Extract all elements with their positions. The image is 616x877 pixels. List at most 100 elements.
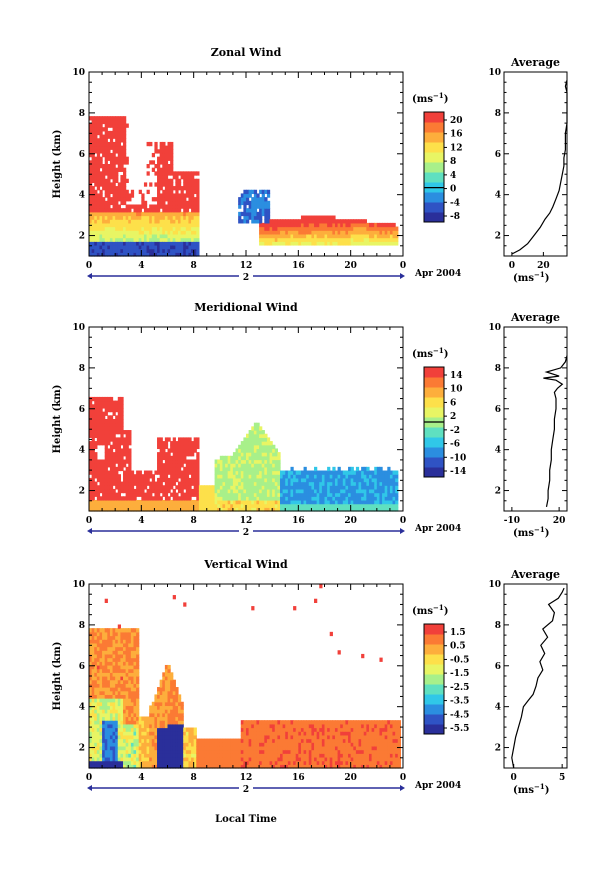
heatmap-cell <box>275 448 278 452</box>
heatmap-cell <box>395 493 398 497</box>
heatmap-cell <box>136 639 139 643</box>
heatmap-cell <box>196 467 199 471</box>
heatmap-cell <box>165 493 168 497</box>
x-tick-label: 0 <box>400 261 406 271</box>
colorbar-swatch <box>424 212 444 223</box>
heatmap-cell <box>126 190 129 194</box>
heatmap-cell <box>136 647 139 651</box>
heatmap-cell <box>136 650 139 654</box>
heatmap-cell <box>395 471 398 475</box>
heatmap-cell <box>147 164 150 168</box>
profile-x-tick-label: 0 <box>509 261 515 271</box>
heatmap-cell <box>270 441 273 445</box>
heatmap-cell <box>99 193 102 197</box>
heatmap-cell <box>395 489 398 493</box>
heatmap-cell <box>191 193 194 197</box>
heatmap-cell <box>196 171 199 175</box>
heatmap-cell <box>147 190 150 194</box>
heatmap-cell <box>136 665 139 669</box>
heatmap-cell <box>181 724 184 728</box>
heatmap-cell <box>128 430 131 434</box>
heatmap-cell <box>175 493 178 497</box>
meridional-profile-unit: (ms−1) <box>513 525 549 539</box>
heatmap-cell <box>246 219 249 223</box>
heatmap-cell <box>120 426 123 430</box>
heatmap-cell <box>181 713 184 717</box>
heatmap-cell <box>118 478 121 482</box>
y-tick-label: 4 <box>79 446 85 456</box>
heatmap-cell <box>188 485 191 489</box>
date-label: Apr 2004 <box>414 524 461 534</box>
date-label: Apr 2004 <box>414 269 461 279</box>
zonal-ylabel: Height (km) <box>52 130 63 199</box>
heatmap-cell <box>131 485 134 489</box>
heatmap-cell <box>136 694 139 698</box>
heatmap-cell <box>107 149 110 153</box>
heatmap-cell <box>277 452 280 456</box>
y-tick-label: 4 <box>79 191 85 201</box>
x-tick-label: 12 <box>240 516 253 526</box>
heatmap-cell <box>110 138 113 142</box>
heatmap-cell <box>170 160 173 164</box>
heatmap-cell <box>259 426 262 430</box>
heatmap-cell <box>178 698 181 702</box>
heatmap-cell <box>123 127 126 131</box>
heatmap-cell <box>115 179 118 183</box>
heatmap-cell <box>139 471 142 475</box>
heatmap-cell <box>128 467 131 471</box>
heatmap-cell <box>277 467 280 471</box>
heatmap-cell <box>126 160 129 164</box>
heatmap-cell <box>123 116 126 120</box>
heatmap-cell <box>136 691 139 695</box>
heatmap-cell <box>181 190 184 194</box>
heatmap-cell <box>123 131 126 135</box>
heatmap-cell <box>126 179 129 183</box>
heatmap-cell <box>196 234 199 238</box>
zonal-profile-unit: (ms−1) <box>513 270 549 284</box>
y-tick-label: 2 <box>79 232 85 242</box>
x-tick-label: 8 <box>191 261 197 271</box>
heatmap-cell <box>267 204 270 208</box>
heatmap-cell <box>136 702 139 706</box>
heatmap-cell <box>99 131 102 135</box>
heatmap-cell <box>128 456 131 460</box>
colorbar-swatch <box>424 132 444 143</box>
heatmap-cell <box>131 193 134 197</box>
heatmap-cell <box>113 489 116 493</box>
heatmap-cell <box>123 149 126 153</box>
heatmap-cell <box>196 238 199 242</box>
heatmap-cell <box>157 208 160 212</box>
heatmap-cell <box>105 127 108 131</box>
heatmap-cell <box>170 146 173 150</box>
heatmap-cell <box>162 448 165 452</box>
heatmap-cell <box>395 485 398 489</box>
heatmap-cell <box>170 153 173 157</box>
heatmap-cell <box>395 496 398 500</box>
heatmap-cell <box>160 459 163 463</box>
heatmap-cell <box>152 478 155 482</box>
heatmap-cell <box>123 146 126 150</box>
meridional-title: Meridional Wind <box>194 301 298 314</box>
heatmap-cell <box>267 212 270 216</box>
heatmap-cell <box>160 186 163 190</box>
meridional-profile-line <box>543 356 567 507</box>
heatmap-cell <box>191 452 194 456</box>
heatmap-cell <box>102 175 105 179</box>
heatmap-cell <box>194 728 197 732</box>
heatmap-cell <box>136 687 139 691</box>
heatmap-cell <box>120 456 123 460</box>
colorbar-swatch <box>424 437 444 448</box>
profile-y-tick-label: 10 <box>488 323 501 333</box>
heatmap-cell <box>395 227 398 231</box>
heatmap-cell <box>267 193 270 197</box>
heatmap-cell <box>92 496 95 500</box>
y-tick-label: 8 <box>79 109 85 119</box>
heatmap-cell <box>115 175 118 179</box>
heatmap-cell <box>105 467 108 471</box>
profile-y-tick-label: 8 <box>495 109 501 119</box>
colorbar-tick-label: 14 <box>450 371 463 381</box>
colorbar-swatch <box>424 467 444 478</box>
heatmap-cell <box>246 197 249 201</box>
heatmap-cell <box>175 190 178 194</box>
heatmap-cell <box>120 397 123 401</box>
